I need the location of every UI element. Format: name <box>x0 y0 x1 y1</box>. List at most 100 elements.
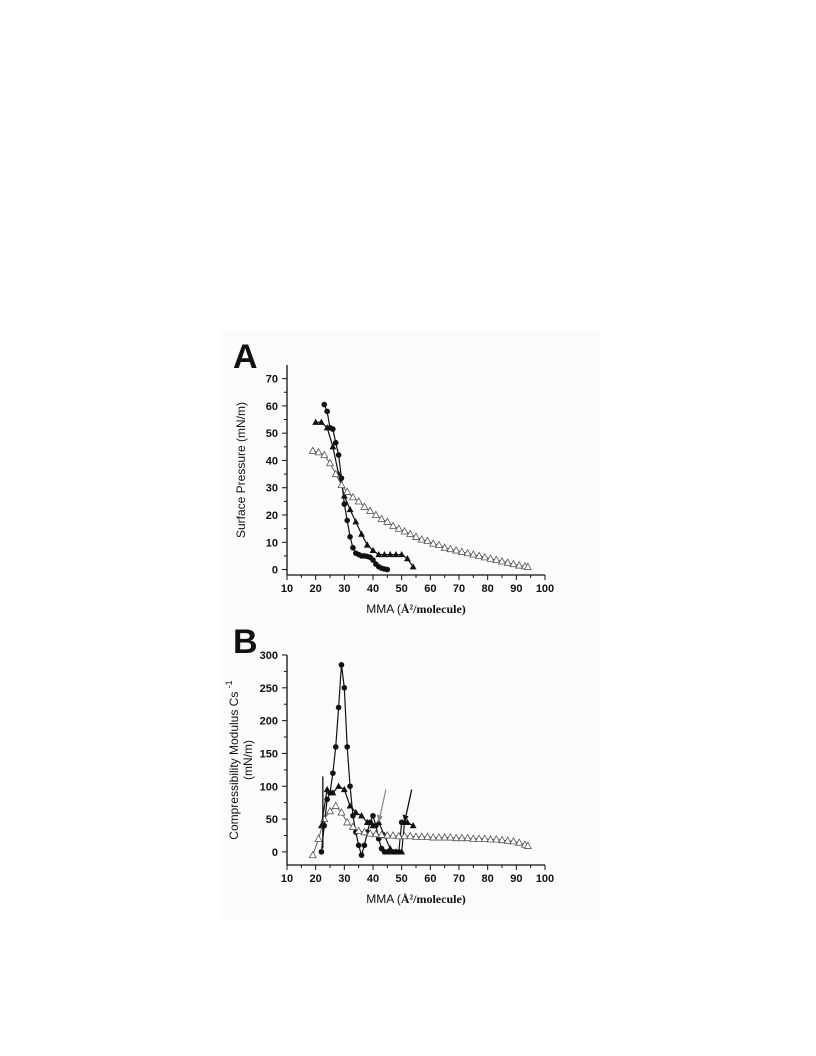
y-tick-label: 200 <box>260 716 278 728</box>
data-point-filled-triangle <box>375 550 383 558</box>
data-point-filled-circle <box>330 770 336 776</box>
y-tick-label: 10 <box>266 537 278 549</box>
x-tick-label: 40 <box>367 583 379 595</box>
data-point-open-triangle <box>394 524 403 532</box>
data-point-filled-triangle <box>363 541 371 548</box>
data-point-open-triangle <box>429 539 438 547</box>
data-point-open-triangle <box>377 514 386 523</box>
x-tick-label: 60 <box>424 583 436 595</box>
x-tick-label: 40 <box>367 873 379 885</box>
x-tick-label: 100 <box>536 873 554 885</box>
data-point-open-triangle <box>423 832 432 840</box>
y-tick-label: 300 <box>260 650 278 662</box>
y-tick-label: 50 <box>266 428 278 440</box>
data-point-open-triangle <box>394 831 403 840</box>
x-tick-label: 80 <box>482 873 494 885</box>
data-point-filled-triangle <box>358 812 365 819</box>
data-point-open-triangle <box>497 835 507 844</box>
data-point-open-triangle <box>383 831 392 839</box>
data-point-filled-triangle <box>312 418 320 425</box>
y-tick-label: 250 <box>260 683 278 695</box>
data-point-filled-circle <box>347 534 353 540</box>
y-axis-title: Compressibility Modulus Cs -1 <box>224 680 241 839</box>
data-point-open-triangle <box>452 833 461 842</box>
data-point-open-triangle <box>354 826 363 834</box>
data-point-open-triangle <box>417 535 426 543</box>
data-point-open-triangle <box>480 552 489 561</box>
x-tick-label: 50 <box>396 873 408 885</box>
data-point-open-triangle <box>320 450 329 458</box>
y-tick-label: 100 <box>260 781 278 793</box>
y-tick-label: 20 <box>266 510 278 522</box>
x-tick-label: 80 <box>482 583 494 595</box>
data-point-filled-triangle <box>340 785 348 793</box>
data-point-open-triangle <box>452 546 461 554</box>
data-point-open-triangle <box>492 555 501 564</box>
series-line-filled-circle <box>320 664 403 858</box>
data-point-filled-triangle <box>392 848 400 855</box>
data-point-open-triangle <box>411 532 421 540</box>
data-point-open-triangle <box>348 492 358 501</box>
data-point-open-triangle <box>434 540 444 549</box>
data-point-open-triangle <box>314 447 323 456</box>
data-point-filled-triangle <box>369 822 377 829</box>
series-line-open-triangle <box>312 805 528 856</box>
data-point-filled-triangle <box>404 818 411 825</box>
data-point-filled-circle <box>384 566 391 573</box>
data-point-filled-circle <box>370 557 376 563</box>
x-axis-title: MMA (Å²/molecule) <box>366 602 466 616</box>
data-point-open-triangle <box>308 850 317 859</box>
panel-b-chart: B 10 20 30 40 50 60 70 80 90 100 0 50 100 150 200 250 300… <box>224 625 554 906</box>
data-point-filled-triangle <box>386 550 394 558</box>
data-point-open-triangle <box>503 558 512 566</box>
data-point-open-triangle <box>523 562 532 570</box>
x-axis-title-unit: Å²/molecule) <box>401 602 466 616</box>
data-point-open-triangle <box>325 806 335 815</box>
annotation-arrowhead-gray <box>376 814 383 823</box>
data-point-filled-triangle <box>398 848 406 855</box>
data-point-open-triangle <box>474 551 484 559</box>
data-point-filled-triangle <box>363 818 371 825</box>
x-tick-label: 30 <box>338 873 350 885</box>
data-point-filled-circle <box>335 452 342 458</box>
data-point-filled-circle <box>358 852 365 858</box>
data-point-open-triangle <box>388 521 398 529</box>
x-axis-title-prefix: MMA ( <box>366 892 401 906</box>
y-tick-label: 70 <box>266 374 278 386</box>
x-tick-label: 30 <box>338 583 350 595</box>
data-point-filled-triangle <box>409 563 417 570</box>
y-axis-title-main: Compressibility Modulus Cs <box>227 688 241 839</box>
panel-a-chart: A10 20 30 40 50 60 70 80 90 100010203040506070MMA… <box>233 338 554 616</box>
data-point-filled-triangle <box>392 550 400 558</box>
data-point-open-triangle <box>371 829 380 838</box>
data-point-open-triangle <box>417 832 426 840</box>
x-tick-label: 10 <box>281 873 293 885</box>
data-point-filled-circle <box>330 426 336 432</box>
data-point-open-triangle <box>480 834 489 842</box>
data-point-filled-triangle <box>323 785 331 793</box>
y-tick-label: 60 <box>266 401 278 413</box>
data-point-open-triangle <box>325 458 335 467</box>
x-tick-label: 20 <box>310 583 322 595</box>
data-point-open-triangle <box>343 817 352 826</box>
data-point-open-triangle <box>440 833 449 841</box>
y-axis-title-sup: -1 <box>224 680 234 688</box>
data-point-open-triangle <box>497 556 507 565</box>
x-tick-label: 10 <box>281 583 293 595</box>
data-point-filled-triangle <box>369 546 377 554</box>
data-point-open-triangle <box>423 536 432 544</box>
data-point-open-triangle <box>366 829 375 837</box>
data-point-open-triangle <box>486 554 495 562</box>
data-point-filled-triangle <box>318 418 325 425</box>
data-point-open-triangle <box>509 559 518 568</box>
data-point-open-triangle <box>337 808 346 816</box>
x-tick-label: 20 <box>310 873 322 885</box>
x-tick-label: 70 <box>453 583 465 595</box>
data-point-open-triangle <box>360 827 369 836</box>
data-point-filled-triangle <box>352 518 360 525</box>
data-point-open-triangle <box>492 834 501 843</box>
data-point-open-triangle <box>446 544 455 553</box>
data-point-open-triangle <box>388 831 398 839</box>
data-point-filled-triangle <box>386 844 394 852</box>
figure: A 10 20 30 40 50 60 70 80 90 100 0 10 20 30 40 50 60 70 MMA… <box>220 330 600 920</box>
